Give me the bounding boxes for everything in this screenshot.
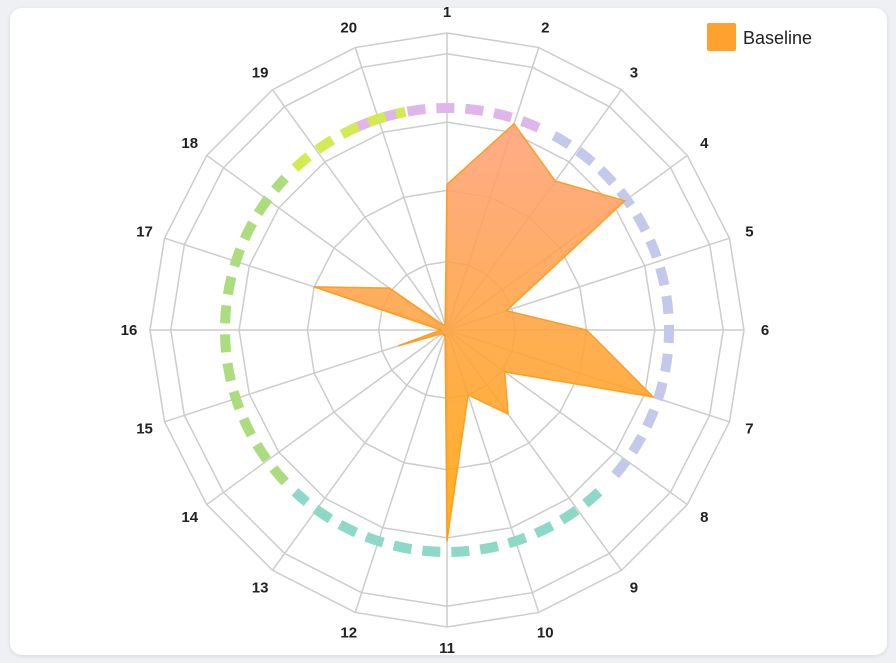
data-point-8 — [503, 371, 506, 373]
axis-label-10: 10 — [537, 624, 554, 641]
axis-label-8: 8 — [700, 509, 708, 526]
axis-label-4: 4 — [700, 135, 709, 152]
data-point-13 — [442, 334, 445, 336]
data-point-15 — [398, 344, 400, 347]
group-arcs — [220, 103, 674, 557]
data-point-7 — [652, 396, 654, 398]
data-point-17 — [313, 286, 316, 288]
grid-spoke-13 — [271, 329, 448, 571]
data-point-16 — [440, 329, 442, 331]
axis-label-11: 11 — [439, 640, 455, 657]
axis-label-17: 17 — [136, 224, 153, 241]
data-point-3 — [554, 180, 557, 182]
axis-label-12: 12 — [340, 624, 357, 641]
data-point-5 — [505, 309, 508, 312]
data-point-18 — [388, 287, 391, 289]
group-arc-1 — [350, 103, 544, 134]
data-point-19 — [442, 324, 445, 326]
data-point-9 — [507, 413, 509, 415]
grid-spoke-12 — [354, 329, 448, 613]
axis-label-14: 14 — [181, 509, 198, 526]
data-point-10 — [467, 394, 469, 396]
group-arc-5 — [291, 107, 407, 172]
axis-label-20: 20 — [340, 20, 357, 37]
axis-label-5: 5 — [745, 224, 753, 241]
grid-spoke-20 — [354, 47, 448, 331]
data-point-6 — [585, 329, 588, 331]
axis-label-7: 7 — [745, 420, 753, 437]
data-point-4 — [624, 200, 626, 202]
data-point-14 — [441, 332, 443, 335]
data-point-1 — [446, 183, 448, 186]
axis-label-19: 19 — [252, 65, 269, 82]
axis-label-16: 16 — [121, 322, 138, 339]
axis-label-18: 18 — [181, 135, 198, 152]
axis-label-6: 6 — [761, 322, 769, 339]
axis-label-13: 13 — [252, 579, 269, 596]
axis-label-2: 2 — [541, 20, 549, 37]
data-point-20 — [444, 323, 446, 326]
data-point-12 — [444, 334, 446, 337]
legend[interactable]: Baseline — [707, 23, 812, 51]
group-arc-2 — [551, 131, 674, 486]
axis-label-9: 9 — [630, 579, 638, 596]
legend-swatch-baseline — [707, 23, 736, 51]
series-layer — [313, 123, 654, 542]
data-point-2 — [513, 123, 515, 125]
axis-label-15: 15 — [136, 420, 153, 437]
axis-label-1: 1 — [443, 4, 451, 21]
data-point-11 — [446, 540, 448, 542]
series-area-baseline — [313, 123, 654, 542]
grid-spoke-14 — [206, 329, 448, 506]
axis-label-3: 3 — [630, 65, 638, 82]
legend-label-baseline: Baseline — [743, 28, 812, 48]
grid-spoke-19 — [271, 89, 448, 331]
